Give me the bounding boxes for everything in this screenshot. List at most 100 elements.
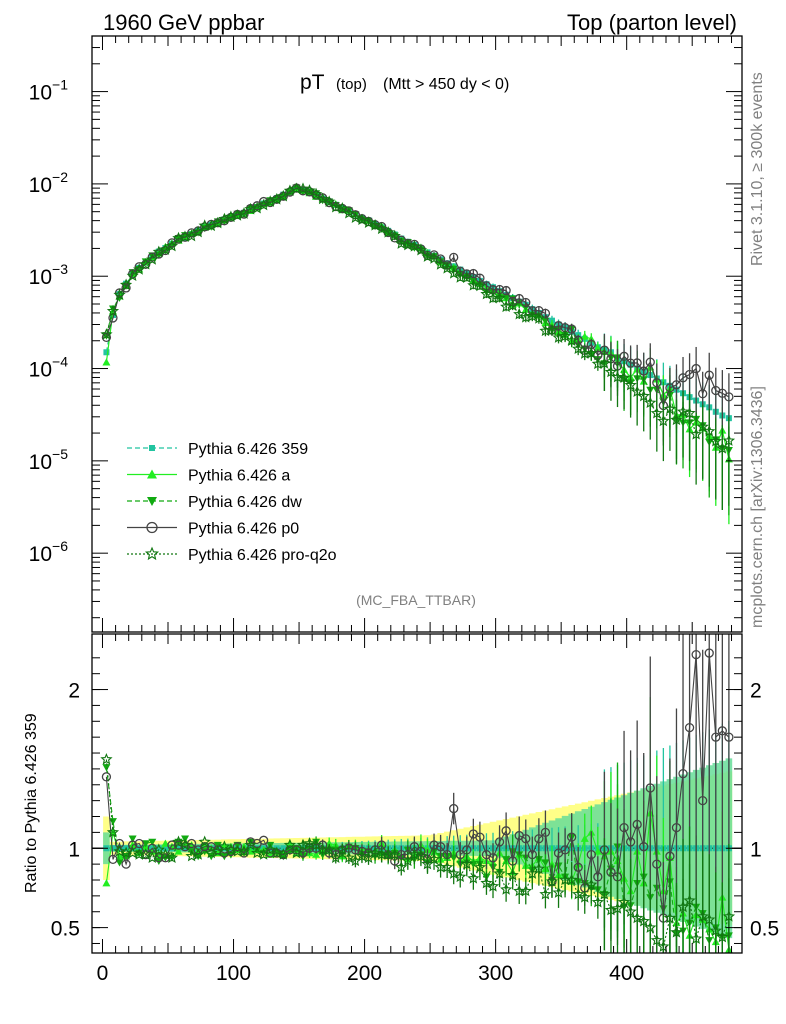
series-p0	[101, 183, 734, 462]
ratio-marker-pro	[224, 843, 238, 856]
marker-pro	[251, 201, 264, 214]
legend: Pythia 6.426 359 Pythia 6.426 a Pythia 6.4…	[127, 441, 337, 564]
x-tick-label: 300	[478, 962, 513, 985]
ratio-marker-p0	[632, 819, 642, 830]
ratio-marker-pro	[270, 846, 283, 859]
y-tick-label: 10−5	[29, 446, 69, 474]
marker-p0	[625, 358, 636, 368]
legend-marker-p0	[146, 521, 158, 534]
ratio-marker-pro	[552, 886, 565, 898]
ratio-marker-a	[312, 850, 321, 858]
ratio-marker-a	[174, 847, 183, 855]
ratio-marker-pro	[696, 910, 709, 922]
ratio-marker-pro	[408, 848, 421, 860]
header-right: Top (parton level)	[567, 10, 737, 35]
x-tick-label: 100	[216, 962, 251, 985]
ratio-marker-a	[593, 847, 602, 855]
marker-pro	[565, 334, 578, 346]
y-tick-label: 10−2	[29, 169, 69, 197]
marker-pro	[100, 328, 113, 340]
y-tick-label: 10−6	[29, 538, 69, 566]
ratio-tick-label-right: 2	[750, 680, 762, 703]
ratio-marker-s359	[155, 845, 162, 852]
marker-p0	[684, 369, 695, 380]
ratio-marker-p0	[566, 832, 577, 842]
marker-pro	[683, 406, 696, 419]
ratio-marker-pro	[539, 887, 552, 900]
ratio-marker-p0	[619, 822, 629, 833]
marker-pro	[604, 365, 618, 378]
ratio-marker-a	[102, 879, 111, 887]
ratio-marker-pro	[329, 851, 342, 863]
ratio-marker-pro	[631, 911, 644, 924]
ratio-marker-pro	[716, 930, 729, 943]
marker-pro	[480, 287, 493, 300]
marker-a	[102, 358, 111, 366]
ratio-marker-dw	[148, 838, 157, 846]
legend-label-a: Pythia 6.426 a	[188, 468, 290, 485]
ratio-marker-pro	[657, 940, 670, 952]
marker-p0	[501, 285, 511, 296]
ratio-marker-s359	[280, 845, 287, 852]
ratio-marker-pro	[441, 860, 454, 873]
main-frame	[91, 35, 743, 633]
legend-marker-a	[147, 469, 157, 479]
series-line-p0	[105, 187, 730, 408]
ratio-marker-p0	[350, 845, 361, 855]
ratio-marker-p0	[704, 648, 714, 658]
ratio-marker-pro	[578, 891, 591, 903]
marker-pro	[716, 441, 729, 454]
ratio-marker-pro	[198, 835, 211, 848]
ratio-marker-pro	[139, 848, 152, 860]
ratio-marker-p0	[639, 842, 649, 852]
marker-pro	[316, 192, 329, 205]
ratio-marker-pro	[277, 848, 290, 860]
ratio-marker-pro	[290, 846, 303, 859]
marker-pro	[408, 239, 421, 252]
ratio-tick-label-left: 2	[68, 680, 80, 703]
ratio-marker-a	[285, 839, 294, 847]
ratio-marker-pro	[447, 867, 460, 879]
main-panel	[91, 35, 743, 633]
marker-p0	[652, 378, 662, 388]
legend-marker-s359	[149, 445, 155, 451]
ratio-marker-pro	[152, 843, 165, 856]
ratio-marker-pro	[368, 846, 382, 859]
marker-pro	[192, 225, 205, 238]
marker-a	[580, 332, 589, 340]
ratio-marker-p0	[560, 845, 570, 855]
marker-p0	[566, 324, 577, 334]
ratio-marker-p0	[435, 842, 446, 852]
marker-p0	[691, 363, 701, 374]
ratio-marker-pro	[192, 848, 205, 860]
ratio-tick-label-left: 1	[68, 838, 80, 861]
ratio-marker-pro	[237, 844, 251, 857]
marker-pro	[434, 258, 447, 270]
ratio-marker-pro	[690, 932, 703, 944]
ratio-marker-dw	[515, 851, 524, 859]
marker-pro	[375, 222, 388, 235]
marker-pro	[539, 324, 552, 337]
ratio-marker-p0	[586, 849, 596, 860]
marker-pro	[342, 206, 355, 219]
ratio-marker-pro	[401, 854, 414, 867]
legend-label-p0: Pythia 6.426 p0	[188, 521, 299, 538]
ratio-marker-dw	[102, 764, 111, 772]
legend-label-dw: Pythia 6.426 dw	[188, 494, 302, 511]
ratio-marker-p0	[121, 859, 131, 869]
ratio-marker-pro	[126, 846, 139, 859]
marker-pro	[585, 346, 598, 359]
ratio-marker-pro	[506, 868, 519, 881]
marker-pro	[598, 356, 611, 369]
marker-pro	[722, 434, 736, 446]
ratio-marker-p0	[475, 832, 485, 842]
ratio-marker-pro	[172, 835, 185, 848]
marker-p0	[514, 293, 524, 304]
ratio-marker-s359	[182, 845, 189, 852]
marker-p0	[167, 238, 177, 248]
ratio-marker-pro	[624, 905, 637, 917]
rivet-label: Rivet 3.1.10, ≥ 300k events	[749, 72, 766, 266]
ratio-marker-p0	[717, 726, 727, 736]
ratio-marker-a	[580, 834, 589, 842]
